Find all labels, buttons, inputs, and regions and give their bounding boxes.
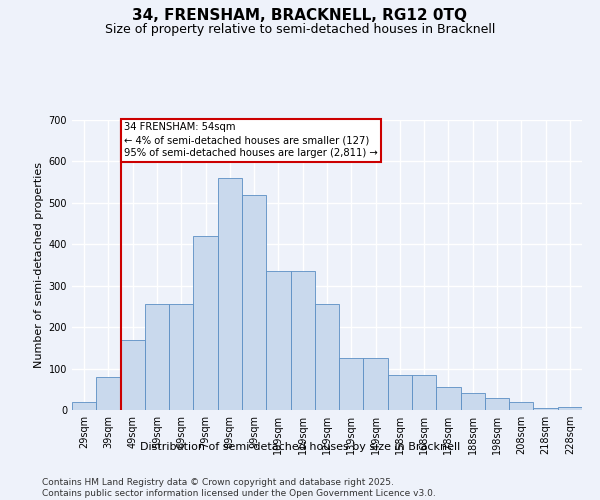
Bar <box>169 304 193 410</box>
Bar <box>533 408 558 410</box>
Bar <box>193 236 218 410</box>
Bar <box>218 178 242 410</box>
Text: 34 FRENSHAM: 54sqm
← 4% of semi-detached houses are smaller (127)
95% of semi-de: 34 FRENSHAM: 54sqm ← 4% of semi-detached… <box>124 122 378 158</box>
Bar <box>290 271 315 410</box>
Bar <box>242 194 266 410</box>
Bar <box>509 402 533 410</box>
Text: Distribution of semi-detached houses by size in Bracknell: Distribution of semi-detached houses by … <box>140 442 460 452</box>
Bar <box>96 377 121 410</box>
Y-axis label: Number of semi-detached properties: Number of semi-detached properties <box>34 162 44 368</box>
Text: Contains HM Land Registry data © Crown copyright and database right 2025.
Contai: Contains HM Land Registry data © Crown c… <box>42 478 436 498</box>
Text: 34, FRENSHAM, BRACKNELL, RG12 0TQ: 34, FRENSHAM, BRACKNELL, RG12 0TQ <box>133 8 467 22</box>
Bar <box>266 271 290 410</box>
Bar <box>461 394 485 410</box>
Bar <box>72 402 96 410</box>
Bar <box>364 358 388 410</box>
Bar <box>436 387 461 410</box>
Text: Size of property relative to semi-detached houses in Bracknell: Size of property relative to semi-detach… <box>105 22 495 36</box>
Bar <box>339 358 364 410</box>
Bar <box>121 340 145 410</box>
Bar <box>558 406 582 410</box>
Bar <box>388 375 412 410</box>
Bar <box>485 398 509 410</box>
Bar <box>315 304 339 410</box>
Bar <box>412 375 436 410</box>
Bar <box>145 304 169 410</box>
